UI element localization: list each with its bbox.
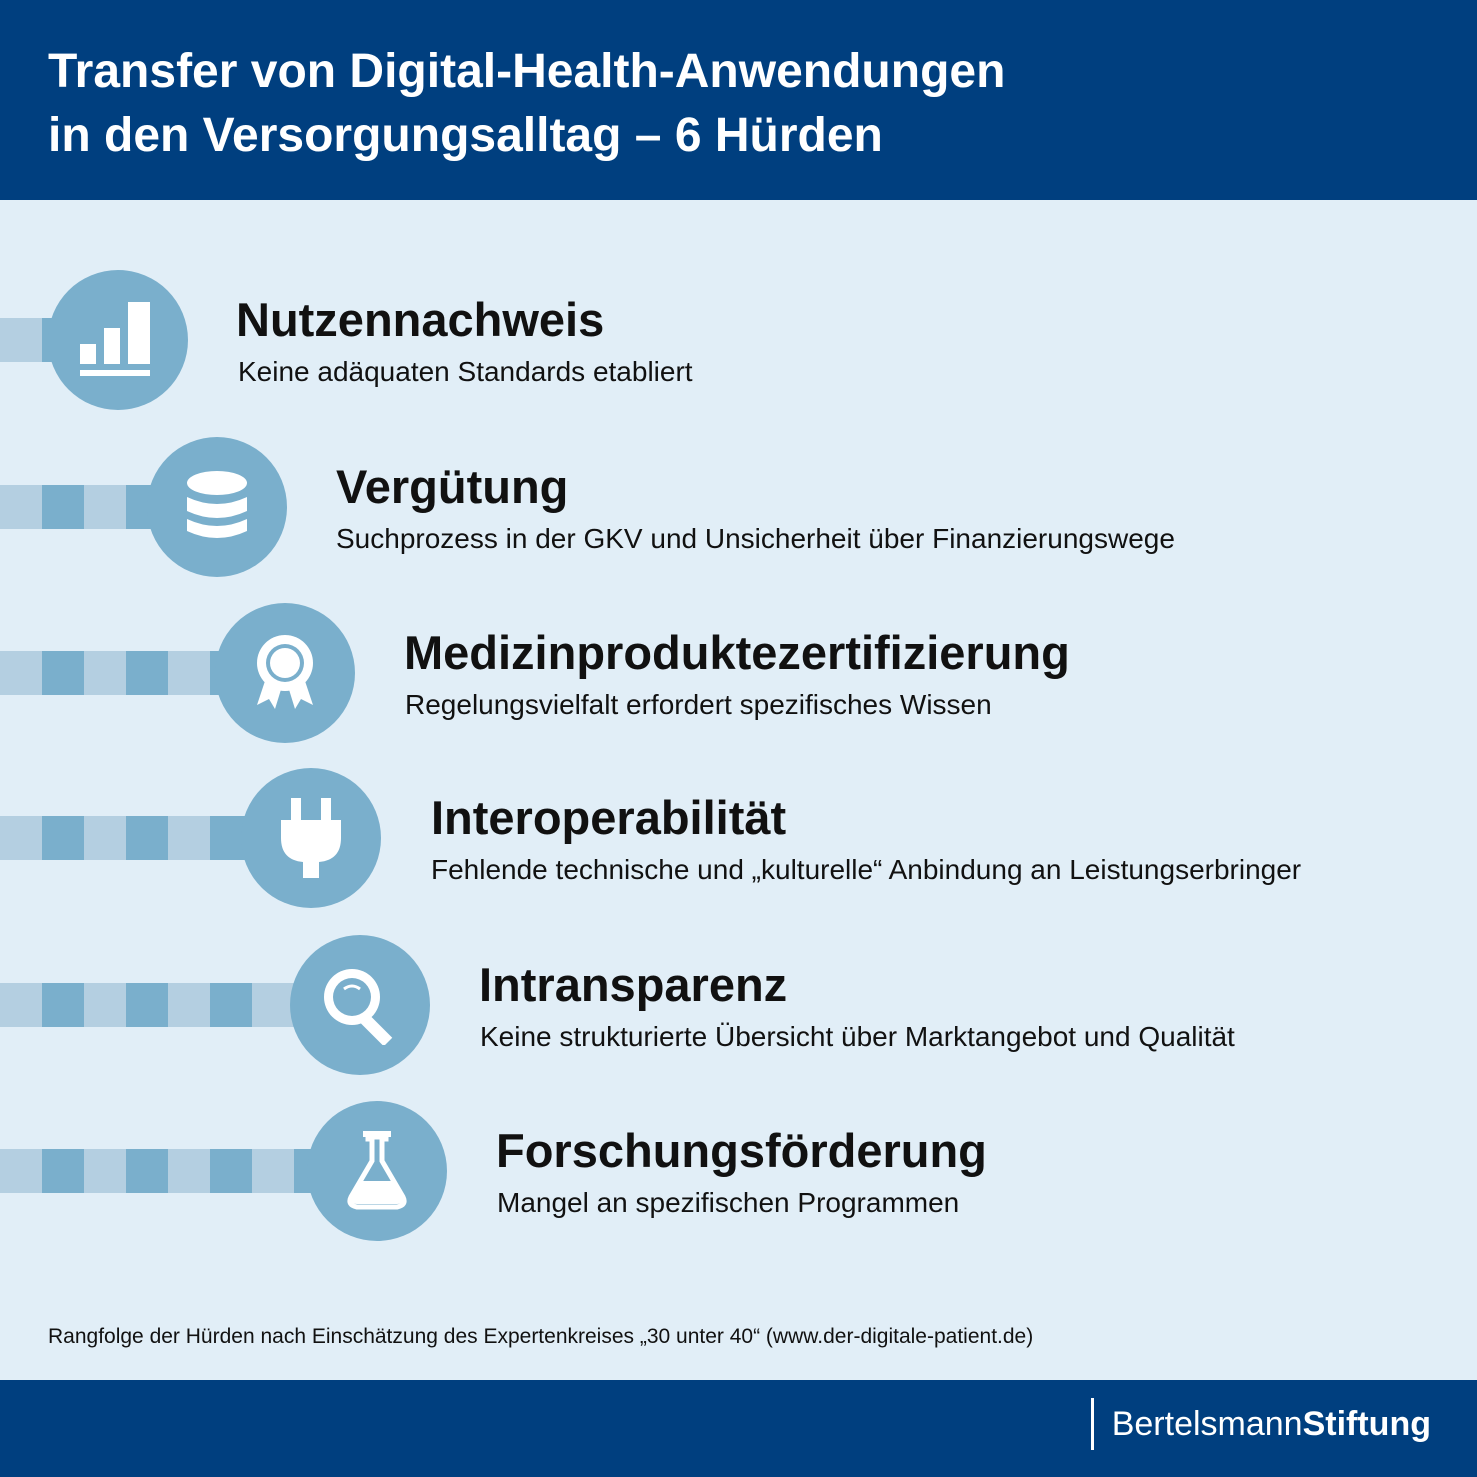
hurdle-row-forschungsfoerderung: Forschungsförderung Mangel an spezifisch… <box>0 1101 1477 1241</box>
hurdle-title: Nutzennachweis <box>236 293 605 346</box>
progress-bar-stripe <box>0 485 170 529</box>
bar-chart-icon <box>80 302 150 376</box>
footer-banner: BertelsmannStiftung <box>0 1380 1477 1477</box>
hurdle-description: Fehlende technische und „kulturelle“ Anb… <box>431 854 1302 885</box>
award-ribbon-icon <box>257 635 313 709</box>
hurdle-description: Suchprozess in der GKV und Unsicherheit … <box>336 523 1175 554</box>
coin-stack-icon <box>187 471 247 538</box>
hurdle-icon-circle <box>241 768 381 908</box>
hurdle-title: Vergütung <box>336 460 569 513</box>
hurdle-row-interoperabilitaet: Interoperabilität Fehlende technische un… <box>0 768 1477 908</box>
footnote: Rangfolge der Hürden nach Einschätzung d… <box>48 1325 1034 1348</box>
hurdle-row-intransparenz: Intransparenz Keine strukturierte Übersi… <box>0 935 1477 1075</box>
hurdle-title: Medizinproduktezertifizierung <box>404 626 1070 679</box>
hurdle-row-nutzennachweis: Nutzennachweis Keine adäquaten Standards… <box>0 270 1477 410</box>
hurdle-row-verguetung: Vergütung Suchprozess in der GKV und Uns… <box>0 437 1477 577</box>
progress-bar-stripe <box>0 983 310 1027</box>
page-title-line-2: in den Versorgungsalltag – 6 Hürden <box>48 109 883 162</box>
plug-icon <box>281 798 341 878</box>
hurdle-description: Keine strukturierte Übersicht über Markt… <box>480 1021 1235 1052</box>
hurdle-title: Intransparenz <box>479 958 788 1011</box>
hurdle-title: Forschungsförderung <box>496 1124 987 1177</box>
hurdle-icon-circle <box>147 437 287 577</box>
hurdle-description: Keine adäquaten Standards etabliert <box>238 356 693 387</box>
hurdle-icon-circle <box>290 935 430 1075</box>
magnifier-icon <box>324 969 393 1045</box>
progress-bar-stripe <box>0 651 240 695</box>
hurdle-description: Mangel an spezifischen Programmen <box>497 1187 960 1218</box>
page-title: Transfer von Digital-Health-Anwendungen … <box>48 40 1248 168</box>
progress-bar-stripe <box>0 1149 330 1193</box>
flask-icon <box>347 1131 407 1210</box>
hurdle-icon-circle <box>215 603 355 743</box>
hurdle-row-medizinproduktezertifizierung: Medizinproduktezertifizierung Regelungsv… <box>0 603 1477 743</box>
hurdle-icon-circle <box>48 270 188 410</box>
hurdle-icon-circle <box>307 1101 447 1241</box>
header-banner: Transfer von Digital-Health-Anwendungen … <box>0 0 1477 200</box>
hurdle-title: Interoperabilität <box>431 791 787 844</box>
logo-text-bold: Stiftung <box>1302 1405 1431 1443</box>
bertelsmann-stiftung-logo: BertelsmannStiftung <box>1090 1398 1431 1450</box>
page-title-line-1: Transfer von Digital-Health-Anwendungen <box>48 45 1006 98</box>
progress-bar-stripe <box>0 816 260 860</box>
hurdle-description: Regelungsvielfalt erfordert spezifisches… <box>405 689 992 720</box>
logo-text-light: Bertelsmann <box>1111 1405 1303 1443</box>
